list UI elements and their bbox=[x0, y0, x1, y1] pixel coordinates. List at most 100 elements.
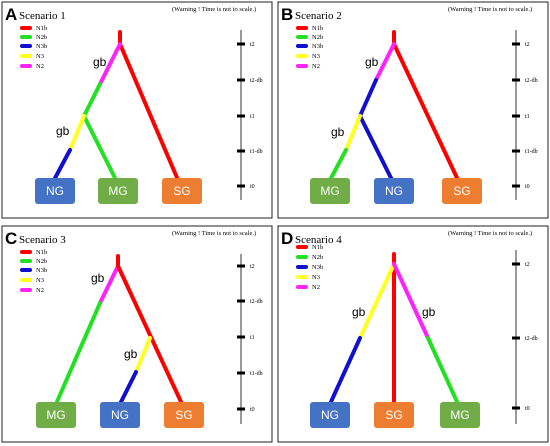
legend: N1b N2b N3b N3 N2 bbox=[296, 244, 323, 291]
legend-label-n1b: N1b bbox=[312, 244, 323, 251]
node-box bbox=[374, 178, 414, 204]
time-axis: t2 t2-db t0 bbox=[512, 250, 538, 424]
tree: gb gb bbox=[328, 252, 460, 406]
branch-segment-n2b bbox=[328, 148, 348, 182]
panel-title: Scenario 4 bbox=[295, 234, 342, 246]
node-label: MG bbox=[320, 184, 339, 198]
node-label: SG bbox=[453, 184, 470, 198]
branch-segment-n2b bbox=[82, 82, 102, 118]
branch-mg bbox=[82, 114, 118, 182]
time-label-t2-db: t2-db bbox=[525, 336, 538, 342]
node-box bbox=[442, 178, 482, 204]
time-warning: (Warning ! Time is not to scale.) bbox=[172, 230, 256, 237]
panel-letter: A bbox=[5, 5, 17, 24]
branch-segment-n2 bbox=[98, 42, 122, 86]
panel-title: Scenario 3 bbox=[19, 234, 66, 246]
branch-mg bbox=[54, 301, 102, 406]
gb-label: gb bbox=[352, 305, 366, 319]
panel-title: Scenario 2 bbox=[295, 10, 342, 22]
time-label-t0: t0 bbox=[525, 184, 530, 190]
time-label-t2: t2 bbox=[525, 42, 530, 48]
branch-segment-n3 bbox=[68, 114, 86, 152]
node-label: MG bbox=[450, 408, 469, 422]
legend-label-n3: N3 bbox=[36, 53, 44, 60]
branch-sg bbox=[392, 42, 460, 182]
time-axis: t2 t2-db t1 t1-db t0 bbox=[237, 254, 263, 424]
node-box bbox=[374, 402, 414, 428]
time-label-t1-db: t1-db bbox=[525, 149, 538, 155]
node-box bbox=[440, 402, 480, 428]
legend-label-n3b: N3b bbox=[36, 43, 47, 50]
gb-label: gb bbox=[93, 55, 107, 69]
time-label-t2: t2 bbox=[250, 42, 255, 48]
legend-label-n3: N3 bbox=[312, 53, 320, 60]
panel-a: A Scenario 1 (Warning ! Time is not to s… bbox=[1, 1, 273, 219]
node-label: NG bbox=[111, 408, 129, 422]
branch-segment-n3b bbox=[328, 336, 362, 406]
branch-segment-n3b bbox=[118, 370, 138, 406]
branch-ng bbox=[358, 114, 394, 182]
branch-segment-n3b bbox=[52, 148, 72, 182]
legend-label-n2b: N2b bbox=[36, 258, 47, 265]
gb-label: gb bbox=[422, 305, 436, 319]
legend-label-n2: N2 bbox=[312, 63, 320, 70]
node-sg: SG bbox=[442, 178, 482, 204]
node-box bbox=[162, 178, 202, 204]
legend-label-n3: N3 bbox=[36, 277, 44, 284]
node-sg: SG bbox=[162, 178, 202, 204]
time-label-t2: t2 bbox=[250, 264, 255, 270]
node-ng: NG bbox=[35, 178, 75, 204]
node-ng: NG bbox=[100, 402, 140, 428]
node-box bbox=[100, 402, 140, 428]
panel-title: Scenario 1 bbox=[19, 10, 66, 22]
time-axis: t2 t2-db t1 t1-db t0 bbox=[512, 30, 538, 200]
legend: N1b N2b N3b N3 N2 bbox=[20, 25, 47, 70]
panel-letter: D bbox=[281, 229, 293, 248]
legend-label-n2: N2 bbox=[36, 63, 44, 70]
branch-sg bbox=[118, 42, 180, 182]
gb-label: gb bbox=[365, 55, 379, 69]
time-label-t0: t0 bbox=[250, 184, 255, 190]
gb-label: gb bbox=[56, 124, 70, 138]
panel-b: B Scenario 2 (Warning ! Time is not to s… bbox=[277, 1, 549, 219]
gb-label: gb bbox=[91, 271, 105, 285]
node-label: NG bbox=[385, 184, 403, 198]
node-label: SG bbox=[385, 408, 402, 422]
tree: gb gb bbox=[54, 254, 184, 406]
panel-letter: B bbox=[281, 5, 293, 24]
legend-label-n2b: N2b bbox=[36, 34, 47, 41]
node-label: MG bbox=[46, 408, 65, 422]
node-label: SG bbox=[173, 184, 190, 198]
branch-segment-n3 bbox=[358, 262, 396, 340]
time-label-t2-db: t2-db bbox=[250, 78, 263, 84]
tree: gb gb bbox=[328, 30, 460, 182]
time-label-t2-db: t2-db bbox=[250, 299, 263, 305]
tree: gb gb bbox=[52, 30, 180, 182]
node-box bbox=[35, 178, 75, 204]
node-mg: MG bbox=[440, 402, 480, 428]
time-label-t2: t2 bbox=[525, 262, 530, 268]
node-ng: NG bbox=[374, 178, 414, 204]
legend-label-n1b: N1b bbox=[312, 25, 323, 32]
time-warning: (Warning ! Time is not to scale.) bbox=[172, 6, 256, 13]
gb-label: gb bbox=[124, 347, 138, 361]
node-box bbox=[310, 402, 350, 428]
legend-label-n2b: N2b bbox=[312, 34, 323, 41]
time-warning: (Warning ! Time is not to scale.) bbox=[448, 230, 532, 237]
legend: N1b N2b N3b N3 N2 bbox=[20, 249, 47, 294]
branch-segment-n2b bbox=[426, 336, 460, 406]
legend-label-n2b: N2b bbox=[312, 254, 323, 261]
legend-label-n3: N3 bbox=[312, 274, 320, 281]
legend: N1b N2b N3b N3 N2 bbox=[296, 25, 323, 70]
time-label-t1-db: t1-db bbox=[250, 149, 263, 155]
legend-label-n3b: N3b bbox=[36, 267, 47, 274]
time-label-t0: t0 bbox=[250, 407, 255, 413]
branch-segment-n2 bbox=[374, 42, 396, 82]
node-mg: MG bbox=[36, 402, 76, 428]
time-label-t1: t1 bbox=[250, 114, 255, 120]
gb-label: gb bbox=[331, 125, 345, 139]
legend-label-n2: N2 bbox=[36, 287, 44, 294]
legend-label-n1b: N1b bbox=[36, 249, 47, 256]
panel-letter: C bbox=[5, 229, 17, 248]
